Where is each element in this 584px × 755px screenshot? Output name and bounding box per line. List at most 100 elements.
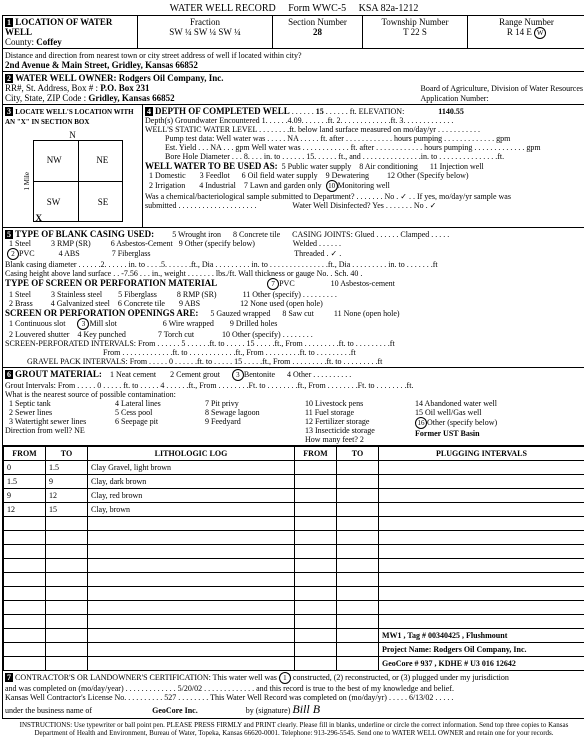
o3-circle: 3 — [77, 318, 89, 330]
c2-circle: 2 — [7, 248, 19, 260]
submitted: submitted . . . . . . . . . . . . . . . … — [145, 201, 257, 210]
p15: 15 Oil well/Gas well — [415, 408, 481, 417]
g3-circle: 3 — [232, 369, 244, 381]
u1: 1 Domestic — [149, 171, 186, 180]
table-row — [4, 573, 584, 587]
footer: INSTRUCTIONS: Use typewriter or ball poi… — [2, 719, 584, 739]
ne: NE — [96, 155, 108, 165]
elev: 1140.55 — [438, 107, 464, 116]
gravel: GRAVEL PACK INTERVALS: From . . . . . 0 … — [27, 357, 382, 366]
table-row — [4, 559, 584, 573]
table-row — [4, 517, 584, 531]
s12: 12 None used (open hole) — [240, 299, 323, 308]
cell: 0 — [4, 461, 46, 475]
dir: Direction from well? NE — [5, 426, 85, 435]
notes3: GeoCore # 937 , KDHE # U3 016 12642 — [382, 659, 516, 668]
cert1-circle: 1 — [279, 672, 291, 684]
app-label: Application Number: — [420, 94, 488, 103]
sec3-num: 3 — [5, 107, 13, 116]
interval: Grout Intervals: From . . . . . 0 . . . … — [5, 381, 413, 390]
log-to2: TO — [337, 447, 379, 461]
sec1-label: LOCATION OF WATER WELL — [5, 17, 112, 37]
u4: 4 Industrial — [199, 181, 236, 190]
table-row: 1.59Clay, dark brown — [4, 475, 584, 489]
cell: 12 — [46, 489, 88, 503]
s7-circle: 7 — [267, 278, 279, 290]
cell: 15 — [46, 503, 88, 517]
addr: 2nd Avenue & Main Street, Gridley, Kansa… — [5, 60, 198, 70]
signature: Bill B — [292, 702, 320, 716]
form-title: WATER WELL RECORD Form WWC-5 KSA 82a-121… — [2, 2, 584, 15]
log-to: TO — [46, 447, 88, 461]
owner: Rodgers Oil Company, Inc. — [119, 73, 224, 83]
s6: 6 Concrete tile — [118, 299, 165, 308]
o9: 9 Drilled holes — [230, 319, 278, 328]
c9: 9 Other (specify below) — [179, 239, 255, 248]
o8: 8 Saw cut — [282, 309, 314, 318]
rr-label: RR#, St. Address, Box # : — [5, 83, 98, 93]
cell: 12 — [4, 503, 46, 517]
u12: 12 Other (Specify below) — [387, 171, 469, 180]
log-litho: LITHOLOGIC LOG — [88, 447, 295, 461]
g3: Bentonite — [244, 370, 275, 379]
p16-circle: 16 — [415, 417, 427, 429]
o5: 5 Gauzed wrapped — [210, 309, 270, 318]
p5: 5 Cess pool — [115, 408, 152, 417]
twp: T 22 S — [403, 27, 427, 37]
sec1-addr-row: Distance and direction from nearest town… — [3, 49, 584, 72]
o10: 10 Other (specify) . . . . . . . . — [222, 330, 313, 339]
p6: 6 Seepage pit — [115, 417, 158, 426]
chem: Was a chemical/bacteriological sample su… — [145, 192, 511, 201]
sig-label: by (signature) — [246, 706, 291, 715]
cert2: constructed, (2) reconstructed, or (3) p… — [293, 673, 509, 682]
p8: 8 Sewage lagoon — [205, 408, 260, 417]
biz: GeoCore Inc. — [152, 706, 198, 715]
o1: 1 Continuous slot — [9, 319, 65, 328]
section-label: Section Number — [288, 17, 347, 27]
log-plug: PLUGGING INTERVALS — [379, 447, 584, 461]
p13: 13 Insecticide storage — [305, 426, 375, 435]
u8: 8 Air conditioning — [359, 162, 418, 171]
u10: Monitoring well — [338, 181, 390, 190]
sec6-label: GROUT MATERIAL: — [15, 369, 102, 379]
s10: 10 Asbestos-cement — [331, 279, 395, 288]
board: Board of Agriculture, Division of Water … — [420, 84, 583, 93]
o11: 11 None (open hole) — [334, 309, 400, 318]
cell: 1.5 — [4, 475, 46, 489]
table-row: 1215Clay, brown — [4, 503, 584, 517]
form-no: Form WWC-5 — [288, 3, 346, 14]
contam: What is the nearest source of possible c… — [5, 390, 176, 399]
log-from: FROM — [4, 447, 46, 461]
section-grid: NW NE SW SE X — [33, 140, 123, 222]
cell: Clay, brown — [88, 503, 295, 517]
sec5-row: 5 TYPE OF BLANK CASING USED: 5 Wrought i… — [3, 228, 584, 368]
open-label: SCREEN OR PERFORATION OPENINGS ARE: — [5, 308, 198, 318]
fraction-vals: SW ¼ SW ¼ SW ¼ — [169, 27, 241, 37]
s8: 8 RMP (SR) — [177, 290, 217, 299]
u5: 5 Public water supply — [282, 162, 352, 171]
title-text: WATER WELL RECORD — [170, 3, 276, 14]
table-row: GeoCore # 937 , KDHE # U3 016 12642 — [4, 657, 584, 671]
g1: 1 Neat cement — [110, 370, 156, 379]
p2: 2 Sewer lines — [9, 408, 52, 417]
perf: SCREEN-PERFORATED INTERVALS: From . . . … — [5, 339, 395, 348]
used-label: WELL WATER TO BE USED AS: — [145, 161, 278, 171]
feet: How many feet? 2 — [305, 435, 364, 444]
lic: Kansas Well Contractor's License No. . .… — [5, 693, 453, 702]
p7: 7 Pit privy — [205, 399, 239, 408]
table-row: 01.5Clay Gravel, light brown — [4, 461, 584, 475]
sec1-row: 1 LOCATION OF WATER WELL County: Coffey … — [3, 16, 584, 49]
o7: 7 Torch cut — [158, 330, 194, 339]
sec1-num: 1 — [5, 18, 13, 27]
s3: 3 Stainless steel — [51, 290, 102, 299]
screen-label: TYPE OF SCREEN OR PERFORATION MATERIAL — [5, 278, 217, 288]
table-row — [4, 545, 584, 559]
table-row — [4, 587, 584, 601]
sec2-label: WATER WELL OWNER: — [15, 73, 116, 83]
p1: 1 Septic tank — [9, 399, 51, 408]
range-e-circled: W — [534, 27, 546, 39]
p11: 11 Fuel storage — [305, 408, 354, 417]
threaded: Threaded . ✓ . — [294, 249, 341, 258]
log-section: FROM TO LITHOLOGIC LOG FROM TO PLUGGING … — [3, 446, 584, 671]
twp-label: Township Number — [381, 17, 448, 27]
